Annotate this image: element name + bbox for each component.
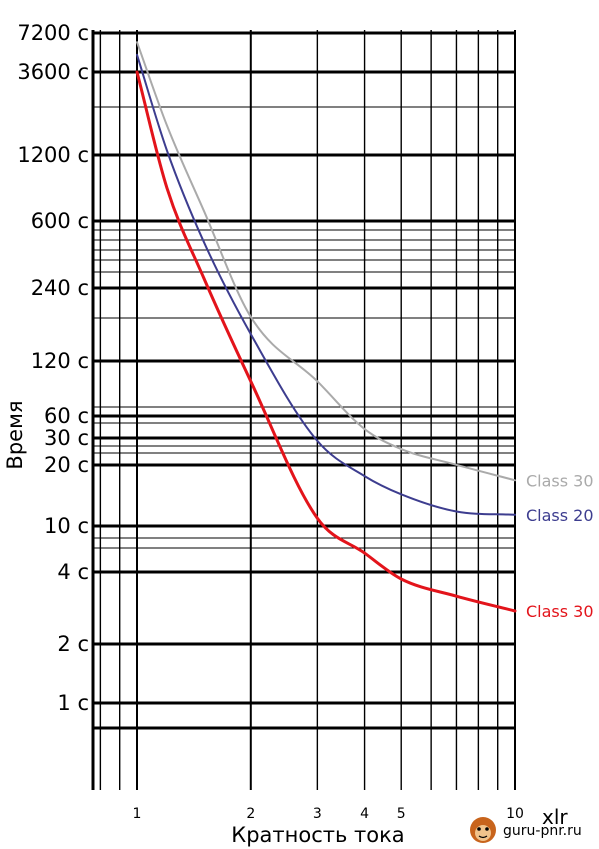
series-layer — [135, 41, 517, 613]
y-tick-label: 1200 с — [17, 143, 89, 167]
x-tick-labels: 1 2 3 4 5 10 — [133, 806, 524, 822]
series-label: Class 20 — [526, 506, 594, 525]
series-line — [136, 53, 516, 516]
grid-layer — [93, 30, 516, 790]
y-tick-label: 4 с — [57, 560, 89, 584]
y-tick-label: 10 с — [44, 514, 89, 538]
series-line — [136, 41, 516, 482]
x-tick-label: 1 — [133, 806, 142, 822]
y-axis-title: Время — [3, 400, 27, 469]
series-labels: Class 30 Class 20 Class 30 — [526, 471, 594, 621]
x-tick-label: 5 — [397, 806, 406, 822]
y-tick-label: 60 с — [44, 404, 89, 428]
x-tick-label: 10 — [506, 806, 524, 822]
series-line — [135, 70, 517, 613]
y-tick-label: 1 с — [57, 691, 89, 715]
monkey-logo — [470, 817, 496, 843]
y-tick-label: 7200 с — [17, 21, 89, 45]
y-tick-labels: 7200 с 3600 с 1200 с 600 с 240 с 120 с 60 с30 … — [17, 21, 89, 715]
x-axis-title: Кратность тока — [231, 823, 404, 847]
series-label: Class 30 — [526, 471, 594, 490]
y-tick-label: 30 с — [44, 426, 89, 450]
x-tick-label: 2 — [246, 806, 255, 822]
y-tick-label: 120 с — [31, 349, 89, 373]
series-label: Class 30 — [526, 602, 594, 621]
y-tick-label: 20 с — [44, 453, 89, 477]
y-tick-label: 3600 с — [17, 60, 89, 84]
x-unit-label: xlr — [542, 805, 568, 829]
x-tick-label: 3 — [313, 806, 322, 822]
y-tick-label: 240 с — [31, 276, 89, 300]
y-tick-label: 600 с — [31, 209, 89, 233]
watermark-text: guru-pnr.ru — [503, 823, 582, 839]
y-tick-label: 2 с — [57, 632, 89, 656]
x-tick-label: 4 — [360, 806, 369, 822]
